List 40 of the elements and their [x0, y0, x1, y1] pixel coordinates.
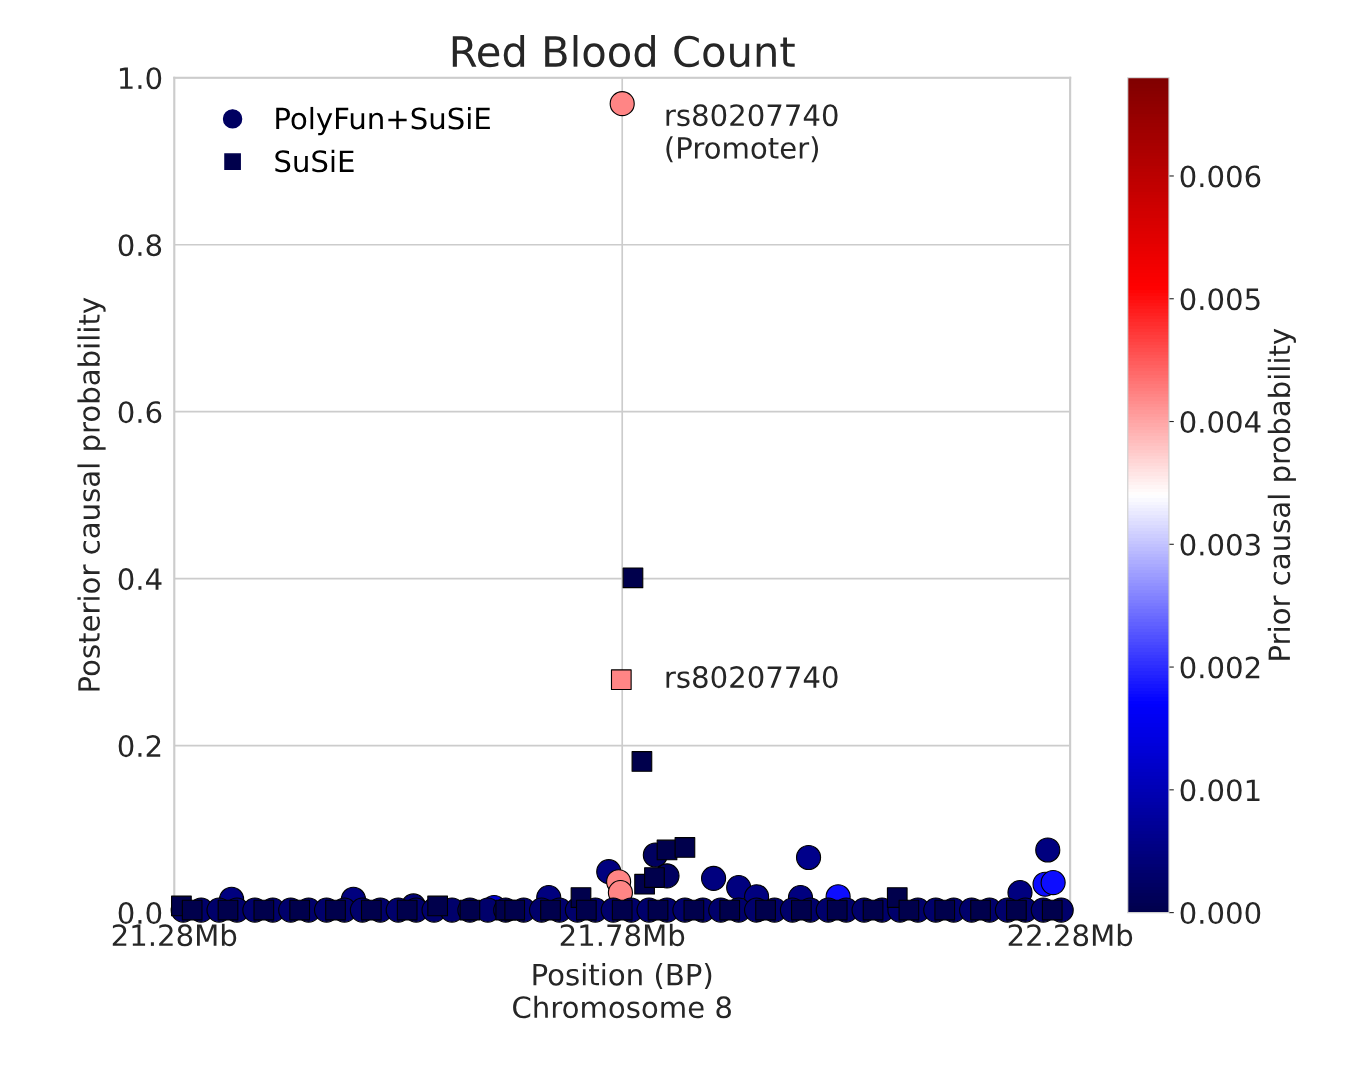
point — [1041, 899, 1063, 921]
color-bar-label: 0.005 — [1180, 288, 1260, 311]
annotation: rs80207740 — [666, 666, 838, 689]
point — [622, 567, 644, 589]
point — [683, 899, 705, 921]
legend-label: SuSiE — [275, 149, 354, 173]
point — [934, 899, 956, 921]
point — [719, 899, 741, 921]
y-tick-label: 0.0 — [118, 902, 162, 925]
x-tick-label: 22.28Mb — [1008, 923, 1133, 947]
color-bar-label: 0.003 — [1180, 533, 1260, 556]
color-bar-label: 0.006 — [1180, 165, 1261, 188]
point — [181, 899, 203, 921]
x-tick-label: 21.28Mb — [112, 923, 237, 947]
point — [504, 899, 526, 921]
point — [826, 899, 848, 921]
y-tick-label: 1.0 — [119, 67, 162, 90]
x-tick-label: 21.78Mb — [560, 923, 685, 947]
point — [611, 899, 633, 921]
y-tick-label: 0.2 — [118, 735, 161, 758]
color-bar-title: Prior causal probability — [1267, 328, 1296, 660]
y-tick-label: 0.4 — [118, 568, 162, 591]
color-bar-label: 0.000 — [1180, 902, 1261, 925]
point — [217, 899, 239, 921]
y-tick-label: 0.8 — [118, 234, 162, 257]
x-axis-title: Position (BP) Chromosome 8 — [513, 963, 731, 1019]
color-bar-label: 0.002 — [1180, 656, 1260, 679]
y-axis-title: Posterior causal probability — [77, 297, 106, 691]
annotation: rs80207740 (Promoter) — [666, 104, 838, 163]
chart-title: Red Blood Count — [452, 34, 795, 68]
point — [610, 669, 632, 691]
legend-label: PolyFun+SuSiE — [276, 106, 490, 136]
point — [253, 899, 275, 921]
point — [647, 899, 669, 921]
point — [862, 899, 884, 921]
color-bar-label: 0.004 — [1180, 410, 1261, 434]
point — [898, 899, 920, 921]
point — [396, 899, 418, 921]
color-bar-label: 0.001 — [1180, 779, 1260, 802]
y-tick-label: 0.6 — [118, 401, 162, 424]
